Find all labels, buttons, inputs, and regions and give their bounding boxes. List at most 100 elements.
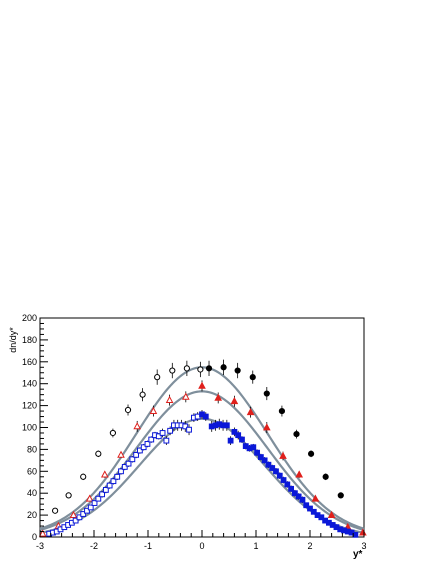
- y-tick-label: 160: [22, 357, 37, 367]
- data-point-square: [91, 500, 98, 506]
- data-point-square: [284, 481, 291, 488]
- data-point-circle: [124, 406, 132, 414]
- data-point-triangle: [262, 423, 271, 431]
- data-point-circle: [197, 366, 204, 373]
- data-point-triangle: [230, 396, 239, 405]
- data-point-square: [140, 444, 147, 451]
- data-point-triangle: [198, 381, 206, 389]
- data-point-square: [280, 477, 287, 483]
- data-point-square: [276, 472, 283, 479]
- y-tick-label: 0: [32, 532, 37, 542]
- axes: 0 20 40 60 80 100 120 140 160 180 200 -3 -2 -1 0 1 2 3: [22, 313, 367, 551]
- data-point-square: [155, 433, 162, 440]
- data-point-circle: [109, 429, 117, 437]
- y-axis-label: dn/dy*: [8, 327, 18, 353]
- data-point-square: [269, 465, 276, 471]
- data-point-circle: [337, 492, 344, 499]
- data-point-square: [250, 444, 257, 451]
- data-point-triangle: [311, 494, 320, 502]
- data-point-square: [102, 487, 109, 493]
- x-axis-label: y*: [353, 549, 363, 560]
- data-point-square: [182, 423, 189, 430]
- data-point-square: [76, 514, 83, 521]
- y-tick-label: 80: [27, 444, 37, 454]
- data-point-square: [265, 461, 272, 468]
- data-point-circle: [183, 365, 190, 372]
- data-point-circle: [263, 390, 270, 397]
- x-tick-label: 3: [361, 541, 366, 551]
- data-point-square: [87, 504, 94, 511]
- data-point-triangle: [85, 494, 94, 502]
- data-point-circle: [322, 473, 329, 480]
- data-point-circle: [220, 364, 227, 371]
- y-tick-label: 120: [22, 401, 37, 411]
- data-point-square: [159, 430, 166, 436]
- data-point-circle: [80, 473, 87, 480]
- data-point-square: [114, 473, 121, 480]
- x-tick-label: 1: [253, 541, 258, 551]
- data-point-triangle: [149, 406, 158, 414]
- data-point-square: [167, 427, 174, 434]
- data-point-triangle: [295, 470, 304, 478]
- data-point-square: [95, 495, 102, 502]
- data-point-circle: [52, 507, 59, 514]
- data-point-square: [307, 505, 313, 512]
- data-point-square: [291, 490, 298, 497]
- data-point-square: [261, 457, 268, 464]
- data-point-square: [129, 456, 136, 463]
- data-point-circle: [154, 374, 161, 381]
- data-point-circle: [249, 374, 256, 381]
- data-point-square: [202, 413, 209, 420]
- data-point-square: [148, 436, 155, 443]
- data-point-circle: [95, 450, 102, 457]
- x-tick-label: -3: [36, 541, 44, 551]
- data-point-triangle: [214, 393, 223, 401]
- data-point-square: [163, 437, 170, 444]
- y-tick-label: 40: [27, 488, 37, 498]
- data-point-square: [186, 426, 192, 433]
- data-point-circle: [139, 391, 146, 398]
- y-tick-label: 200: [22, 313, 37, 323]
- data-point-square: [80, 511, 87, 517]
- data-point-circle: [307, 450, 315, 457]
- fit-curve: [39, 390, 365, 531]
- data-points: [38, 359, 367, 538]
- data-point-circle: [169, 367, 176, 374]
- data-point-square: [110, 478, 117, 485]
- data-point-square: [118, 468, 124, 475]
- data-point-square: [223, 422, 230, 429]
- data-point-square: [235, 432, 242, 439]
- data-point-triangle: [165, 395, 174, 403]
- data-point-square: [72, 517, 79, 524]
- data-point-square: [133, 451, 140, 458]
- data-point-triangle: [181, 392, 190, 400]
- data-point-triangle: [279, 451, 287, 459]
- data-point-square: [310, 508, 317, 515]
- y-tick-label: 20: [27, 510, 37, 520]
- data-point-square: [106, 482, 113, 489]
- data-point-square: [231, 428, 238, 435]
- data-point-square: [99, 491, 105, 498]
- data-point-triangle: [117, 450, 125, 458]
- data-point-square: [257, 454, 264, 460]
- data-point-triangle: [100, 470, 109, 478]
- x-tick-label: 2: [307, 541, 312, 551]
- data-point-square: [273, 468, 279, 475]
- data-point-triangle: [246, 407, 255, 416]
- data-point-square: [295, 493, 302, 500]
- data-point-square: [144, 441, 151, 447]
- data-point-square: [125, 460, 132, 467]
- data-point-square: [318, 514, 325, 521]
- y-tick-label: 100: [22, 423, 37, 433]
- data-point-circle: [278, 407, 286, 415]
- data-point-circle: [293, 430, 300, 438]
- data-point-square: [84, 507, 90, 514]
- data-point-square: [227, 437, 234, 444]
- data-point-triangle: [327, 510, 336, 518]
- data-point-square: [254, 449, 260, 456]
- data-point-square: [121, 464, 128, 470]
- data-point-square: [299, 496, 306, 503]
- data-point-circle: [65, 492, 72, 499]
- y-tick-label: 140: [22, 379, 37, 389]
